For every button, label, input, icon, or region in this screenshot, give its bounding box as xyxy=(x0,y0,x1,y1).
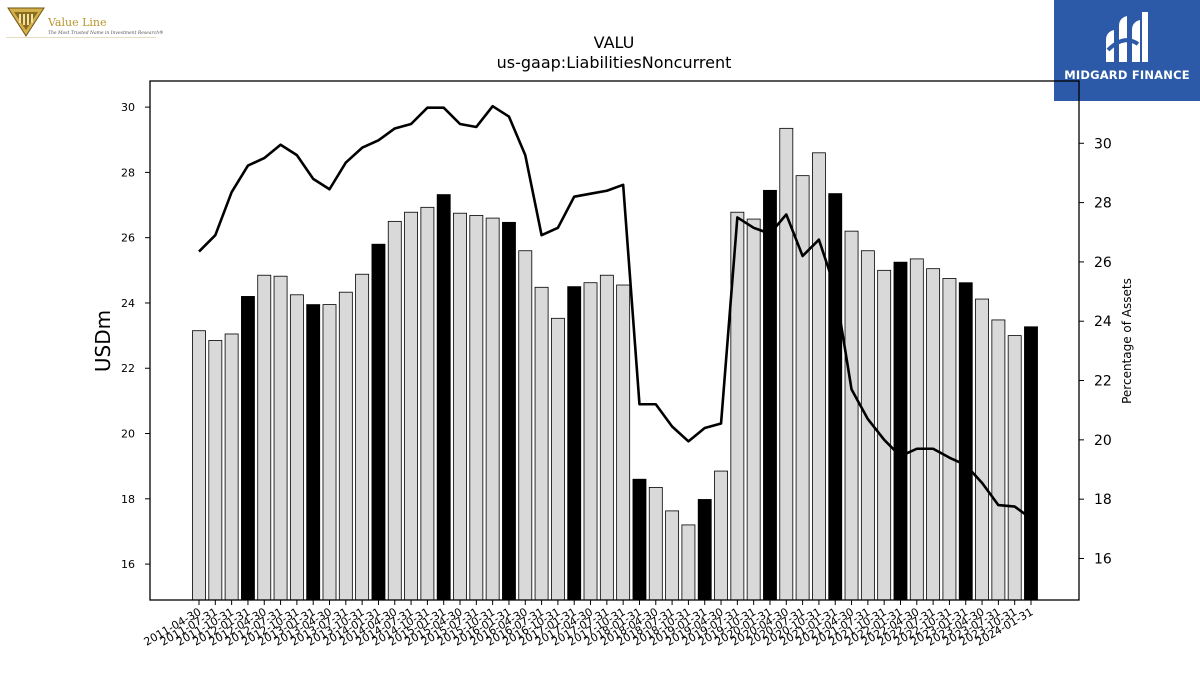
right-axis: 16 18 20 22 24 26 28 30 xyxy=(1079,136,1112,567)
bar-2019-01-31 xyxy=(697,499,712,601)
bar-2022-10-31 xyxy=(942,278,957,601)
bar-2013-04-30 xyxy=(322,304,337,601)
bar-2015-01-31 xyxy=(436,194,451,601)
left-tick-label-24: 24 xyxy=(121,297,135,310)
bar-2020-01-31 xyxy=(763,189,777,601)
bar-2012-04-30 xyxy=(257,274,272,601)
right-tick-label-20: 20 xyxy=(1094,433,1112,449)
midgard-emblem-icon xyxy=(1106,12,1148,62)
logo-divider xyxy=(6,37,156,38)
bar-2018-10-31 xyxy=(681,524,696,601)
bar-2013-01-31 xyxy=(306,304,321,601)
right-tick-label-16: 16 xyxy=(1094,551,1112,567)
bar-2019-10-31 xyxy=(746,218,761,601)
right-tick-label-30: 30 xyxy=(1094,136,1112,152)
bar-2011-07-31 xyxy=(208,340,223,601)
bar-2011-04-30 xyxy=(192,330,206,601)
left-tick-label-16: 16 xyxy=(121,558,135,571)
bar-2016-07-31 xyxy=(534,286,549,601)
bar-series xyxy=(192,127,1038,601)
bar-2015-10-31 xyxy=(485,217,500,601)
left-tick-label-20: 20 xyxy=(121,428,135,441)
right-tick-label-22: 22 xyxy=(1094,374,1112,390)
right-axis-label: Percentage of Assets xyxy=(1120,278,1134,404)
left-axis: 16 18 20 22 24 26 28 30 xyxy=(121,101,150,571)
bar-2015-04-30 xyxy=(453,212,467,601)
bar-2022-01-31 xyxy=(893,261,908,601)
bar-2016-01-31 xyxy=(502,221,516,601)
bar-2019-04-30 xyxy=(714,470,728,601)
value-line-brand: Value Line xyxy=(48,16,107,29)
bar-2012-07-31 xyxy=(273,275,288,601)
bar-2023-01-31 xyxy=(958,282,973,601)
bar-2017-10-31 xyxy=(616,284,631,601)
midgard-finance-brand: MIDGARD FINANCE xyxy=(1064,68,1190,82)
right-tick-label-24: 24 xyxy=(1094,314,1112,330)
x-axis: 2011-04-302011-07-312011-10-312012-01-31… xyxy=(142,600,1036,649)
bar-2014-10-31 xyxy=(420,206,435,601)
left-tick-label-26: 26 xyxy=(121,232,135,245)
right-tick-label-26: 26 xyxy=(1094,255,1112,271)
left-tick-label-28: 28 xyxy=(121,166,135,179)
bar-2021-01-31 xyxy=(828,193,843,601)
bar-2021-04-30 xyxy=(844,230,859,601)
percentage-line-series xyxy=(198,104,1032,520)
bar-2015-07-31 xyxy=(469,215,484,601)
bar-2018-01-31 xyxy=(632,478,647,601)
bar-2023-10-31 xyxy=(1007,335,1022,601)
chart-subtitle: us-gaap:LiabilitiesNoncurrent xyxy=(497,53,732,72)
bar-2011-10-31 xyxy=(224,333,239,601)
right-tick-label-18: 18 xyxy=(1094,492,1112,508)
left-axis-label: USDm xyxy=(91,310,115,372)
bar-2012-01-31 xyxy=(241,296,255,601)
left-tick-label-18: 18 xyxy=(121,493,135,506)
bar-2020-10-31 xyxy=(812,152,826,601)
left-tick-label-22: 22 xyxy=(121,362,135,375)
plot-frame xyxy=(149,80,1080,601)
bar-2016-04-30 xyxy=(518,250,533,601)
percentage-line xyxy=(198,104,1032,520)
bar-2023-04-30 xyxy=(975,298,989,601)
bar-2020-07-31 xyxy=(795,175,810,601)
bar-2012-10-31 xyxy=(289,294,304,601)
bar-2024-01-31 xyxy=(1024,326,1038,601)
value-line-logo: Value Line The Most Trusted Name in Inve… xyxy=(6,4,166,44)
bar-2013-07-31 xyxy=(338,291,353,601)
midgard-finance-logo: MIDGARD FINANCE xyxy=(1054,0,1200,101)
bar-2020-04-30 xyxy=(779,127,794,601)
bar-2022-07-31 xyxy=(926,268,941,601)
chart-title: VALU xyxy=(594,33,635,52)
value-line-tagline: The Most Trusted Name in Investment Rese… xyxy=(48,31,164,36)
bar-2022-04-30 xyxy=(909,258,924,601)
bar-2017-07-31 xyxy=(599,274,614,601)
value-line-emblem-icon xyxy=(7,7,45,37)
bar-2018-07-31 xyxy=(665,510,680,601)
bar-2013-10-31 xyxy=(355,273,370,601)
bar-2014-07-31 xyxy=(404,211,418,601)
bar-2014-04-30 xyxy=(387,220,402,601)
bar-2014-01-31 xyxy=(371,243,386,601)
right-tick-label-28: 28 xyxy=(1094,196,1112,212)
bar-2018-04-30 xyxy=(648,486,663,601)
bar-2016-10-31 xyxy=(550,317,565,601)
bar-2017-04-30 xyxy=(583,282,598,601)
bar-2023-07-31 xyxy=(991,319,1006,601)
left-tick-label-30: 30 xyxy=(121,101,135,114)
bar-2017-01-31 xyxy=(567,286,582,601)
